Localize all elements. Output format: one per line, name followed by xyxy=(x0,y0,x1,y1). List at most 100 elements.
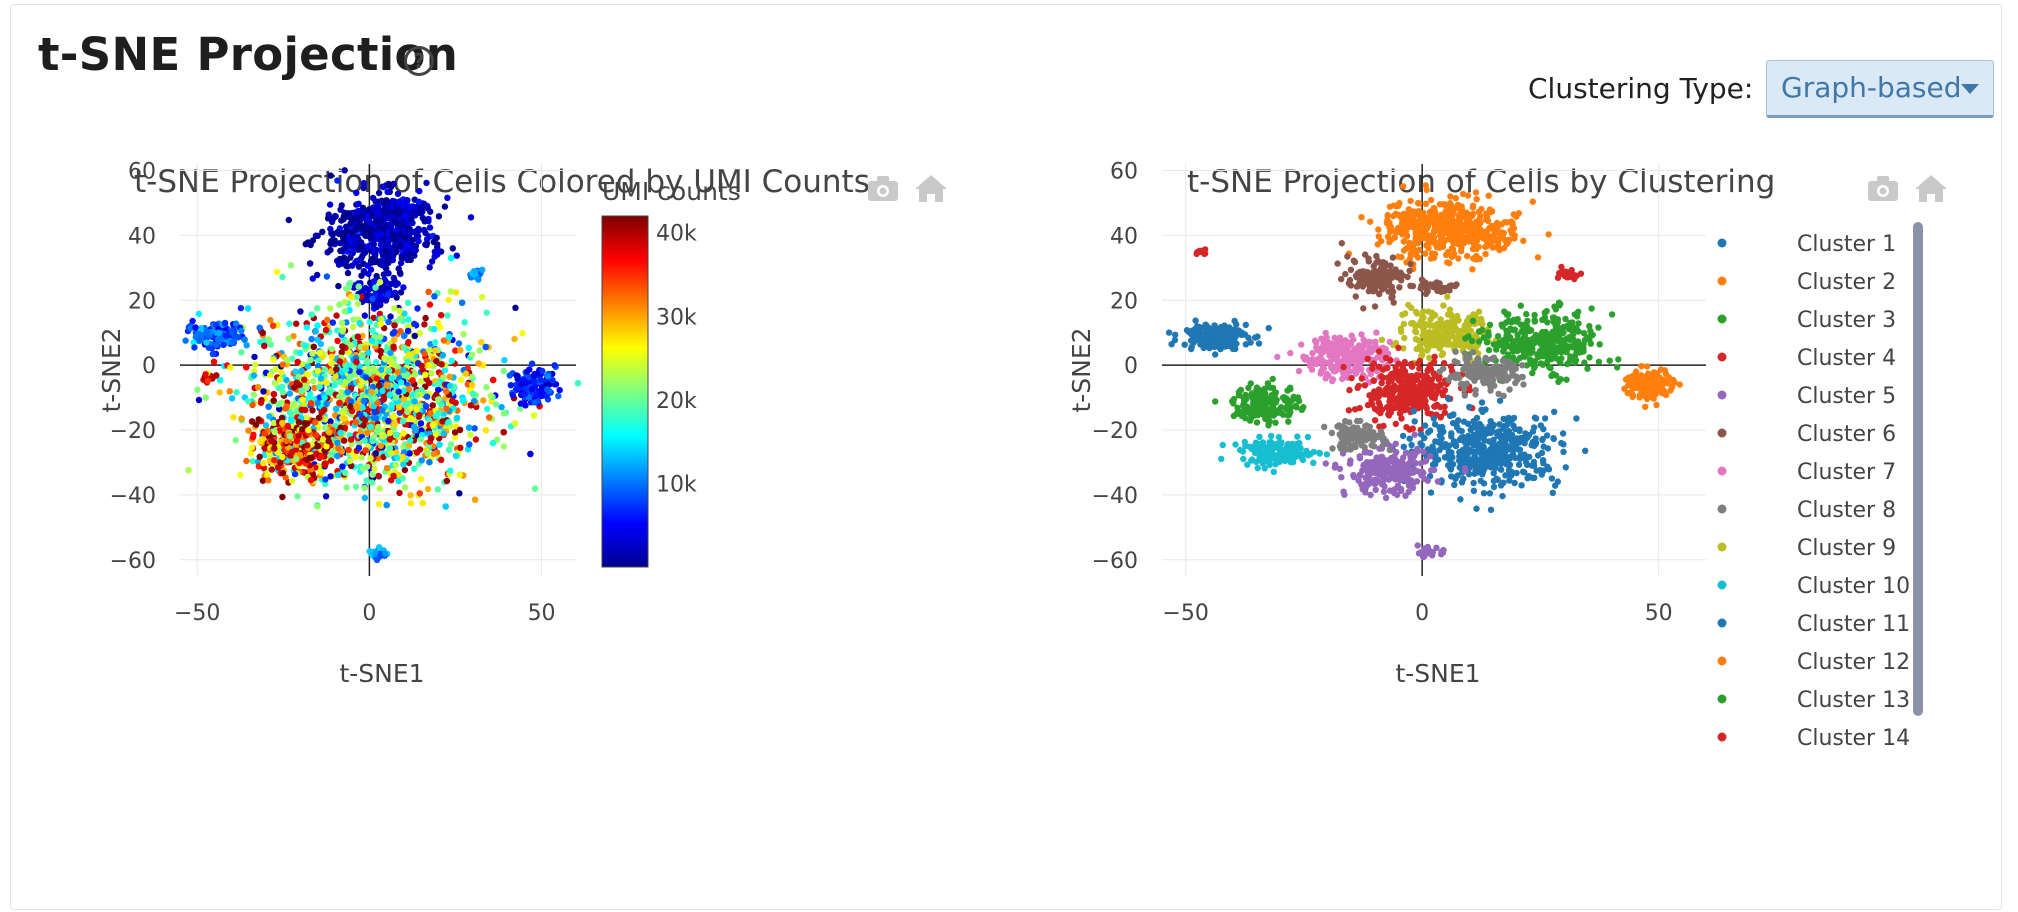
umi-point xyxy=(321,394,328,401)
umi-point xyxy=(360,397,367,404)
umi-point xyxy=(452,347,459,354)
help-icon[interactable]: ? xyxy=(404,46,434,76)
umi-point xyxy=(217,377,224,384)
umi-point xyxy=(443,477,451,485)
cluster-point xyxy=(1469,210,1477,218)
umi-point xyxy=(437,456,445,464)
cluster-point xyxy=(1571,338,1578,345)
umi-point xyxy=(298,406,305,413)
umi-point xyxy=(189,317,196,325)
umi-point xyxy=(295,432,302,440)
umi-point xyxy=(381,354,388,362)
umi-point xyxy=(279,453,286,461)
umi-point xyxy=(399,453,406,461)
umi-point xyxy=(357,239,365,246)
umi-point xyxy=(385,418,392,425)
cluster-point xyxy=(1389,288,1397,295)
umi-point xyxy=(348,293,355,300)
cluster-point xyxy=(1469,266,1476,273)
umi-point xyxy=(426,458,433,466)
umi-point xyxy=(555,392,562,400)
cluster-point xyxy=(1580,341,1587,348)
cluster-point xyxy=(1530,340,1538,347)
umi-point xyxy=(336,378,344,385)
umi-point xyxy=(243,342,250,349)
umi-point xyxy=(271,445,278,452)
umi-point xyxy=(322,493,330,500)
cluster-point xyxy=(1367,218,1374,225)
umi-point xyxy=(342,228,350,236)
umi-point xyxy=(237,304,245,312)
umi-point xyxy=(327,246,334,254)
cluster-point xyxy=(1492,237,1499,245)
camera-icon[interactable] xyxy=(868,176,898,201)
cluster-point xyxy=(1451,342,1458,349)
cluster-point xyxy=(1388,236,1395,243)
umi-point xyxy=(257,338,264,346)
cluster-point xyxy=(1567,319,1574,326)
umi-point xyxy=(196,337,203,344)
umi-point xyxy=(314,322,321,329)
umi-point xyxy=(356,368,363,375)
umi-point xyxy=(498,403,505,411)
cluster-point xyxy=(1428,338,1436,345)
umi-point xyxy=(423,179,430,187)
umi-point xyxy=(390,412,397,420)
umi-point xyxy=(371,258,379,266)
cluster-point xyxy=(1586,322,1593,330)
umi-point xyxy=(469,381,476,389)
umi-point xyxy=(365,243,372,250)
umi-point xyxy=(272,366,279,373)
cluster-point xyxy=(1501,219,1508,226)
cluster-point xyxy=(1401,211,1408,218)
cluster-point xyxy=(1387,262,1394,269)
cluster-point xyxy=(1352,368,1359,375)
umi-point xyxy=(245,398,252,405)
umi-point xyxy=(349,323,357,331)
umi-point xyxy=(397,379,405,386)
umi-point xyxy=(517,405,524,412)
umi-point xyxy=(421,216,428,223)
umi-point xyxy=(382,297,390,304)
umi-point xyxy=(392,461,399,469)
umi-point xyxy=(182,337,189,344)
umi-point xyxy=(352,453,359,460)
cluster-point xyxy=(1541,347,1548,354)
umi-point xyxy=(397,289,405,296)
umi-point xyxy=(332,373,339,380)
cluster-point xyxy=(1463,235,1470,242)
cluster-point xyxy=(1488,233,1495,240)
umi-point xyxy=(401,466,409,474)
cluster-point xyxy=(1442,251,1450,259)
y-tick-label: −60 xyxy=(1092,549,1138,574)
cluster-point xyxy=(1392,339,1400,347)
cluster-point xyxy=(1567,353,1574,360)
cluster-point xyxy=(1323,370,1331,378)
cluster-point xyxy=(1551,303,1558,310)
home-icon[interactable] xyxy=(915,175,947,202)
umi-point xyxy=(192,324,199,331)
cluster-point xyxy=(1313,339,1320,346)
umi-point xyxy=(314,336,321,344)
umi-point xyxy=(210,358,218,365)
cluster-point xyxy=(1531,317,1538,324)
umi-point xyxy=(422,371,429,378)
umi-point xyxy=(355,263,363,270)
umi-point xyxy=(346,457,353,465)
umi-point xyxy=(434,380,441,387)
cluster-point xyxy=(1577,347,1584,354)
umi-point xyxy=(368,337,376,344)
clustering-type-select[interactable]: Graph-based xyxy=(1766,60,1994,118)
umi-point xyxy=(392,281,399,289)
umi-point xyxy=(417,378,425,385)
umi-point xyxy=(457,347,464,354)
cluster-point xyxy=(1584,365,1591,372)
umi-point xyxy=(441,203,449,210)
umi-point xyxy=(401,372,408,379)
cluster-point xyxy=(1503,343,1510,350)
cluster-point xyxy=(1464,192,1472,199)
cluster-point xyxy=(1432,331,1439,339)
umi-point xyxy=(216,389,223,396)
cluster-point xyxy=(1489,244,1497,251)
umi-point xyxy=(310,343,317,350)
